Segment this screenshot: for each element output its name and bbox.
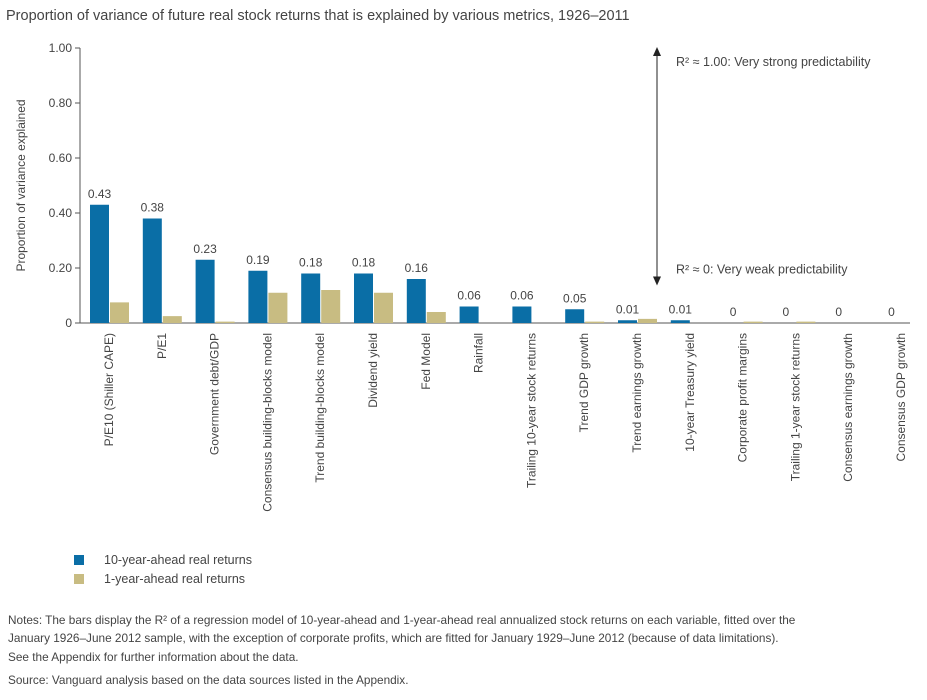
bar-1-year [321, 290, 341, 323]
data-label: 0.06 [510, 289, 534, 303]
bar-10-year [142, 218, 162, 323]
bar-10-year [459, 306, 479, 323]
bar-10-year [90, 204, 109, 323]
category-label: Trailing 10-year stock returns [524, 333, 538, 488]
y-tick-label: 0.40 [49, 206, 73, 220]
y-axis-label: Proportion of variance explained [14, 99, 28, 271]
bar-10-year [354, 273, 373, 323]
bar-1-year [374, 292, 393, 323]
annotation-strong: R² ≈ 1.00: Very strong predictability [676, 55, 871, 69]
bar-10-year [248, 270, 268, 323]
bar-10-year [565, 309, 585, 323]
category-label: Government debt/GDP [208, 333, 222, 455]
legend-swatch-1-year [74, 574, 84, 584]
data-label: 0.18 [299, 256, 323, 270]
data-label: 0.19 [246, 253, 270, 267]
bar-1-year [743, 321, 763, 323]
bar-1-year [796, 321, 816, 323]
data-label: 0 [783, 305, 790, 319]
data-label: 0.38 [141, 201, 165, 215]
bar-1-year [162, 316, 182, 323]
category-label: 10-year Treasury yield [683, 333, 697, 452]
bar-1-year [215, 321, 235, 323]
data-label: 0.23 [193, 242, 217, 256]
legend-item-10-year: 10-year-ahead real returns [74, 553, 252, 567]
bar-10-year [406, 279, 426, 323]
legend-label-1-year: 1-year-ahead real returns [104, 572, 246, 586]
bar-chart: 0 0.20 0.40 0.60 0.80 1.00 Proportion of varia… [14, 41, 910, 512]
data-label: 0.01 [616, 302, 640, 316]
bar-1-year [585, 321, 605, 323]
bar-1-year [110, 302, 129, 323]
data-label: 0.18 [352, 256, 376, 270]
y-tick-label: 0.20 [49, 261, 73, 275]
y-tick-label: 0.60 [49, 151, 73, 165]
bar-1-year [268, 292, 288, 323]
notes-line-2: January 1926–June 2012 sample, with the … [8, 631, 779, 645]
source-note: Source: Vanguard analysis based on the d… [8, 673, 409, 687]
legend-swatch-10-year [74, 555, 84, 565]
data-label: 0.16 [405, 261, 429, 275]
chart-title: Proportion of variance of future real st… [6, 8, 630, 24]
legend-item-1-year: 1-year-ahead real returns [74, 572, 245, 586]
category-label: Consensus GDP growth [894, 333, 908, 462]
bar-10-year [670, 320, 690, 323]
category-label: Trend building-blocks model [313, 333, 327, 483]
category-label: Fed Model [419, 333, 433, 390]
annotation-weak: R² ≈ 0: Very weak predictability [676, 262, 848, 276]
category-label: Trend GDP growth [577, 333, 591, 432]
data-label: 0.05 [563, 291, 587, 305]
bar-1-year [426, 312, 446, 323]
category-label: P/E10 (Shiller CAPE) [102, 333, 116, 446]
bar-10-year [512, 306, 532, 323]
category-label: Corporate profit margins [736, 333, 750, 462]
arrow-head-up [653, 47, 661, 56]
data-label: 0.43 [88, 187, 112, 201]
bar-1-year [638, 318, 657, 323]
category-label: Trend earnings growth [630, 333, 644, 453]
bar-10-year [195, 259, 215, 323]
category-label: Consensus earnings growth [841, 333, 855, 482]
legend-label-10-year: 10-year-ahead real returns [104, 553, 252, 567]
arrow-head-down [653, 276, 661, 286]
category-label: Trailing 1-year stock returns [788, 333, 802, 481]
category-label: P/E1 [155, 333, 169, 359]
notes-line-3: See the Appendix for further information… [8, 650, 299, 664]
notes-line-1: Notes: The bars display the R² of a regr… [8, 613, 796, 627]
data-label: 0 [730, 305, 737, 319]
data-label: 0 [888, 305, 895, 319]
data-label: 0.01 [669, 302, 693, 316]
bar-10-year [618, 320, 637, 323]
bar-10-year [301, 273, 321, 323]
y-tick-label: 0.80 [49, 96, 73, 110]
y-tick-label: 0 [65, 316, 72, 330]
category-label: Rainfall [472, 333, 486, 373]
y-tick-label: 1.00 [49, 41, 73, 55]
data-label: 0.06 [457, 289, 481, 303]
category-label: Dividend yield [366, 333, 380, 408]
category-label: Consensus building-blocks model [260, 333, 274, 512]
data-label: 0 [835, 305, 842, 319]
